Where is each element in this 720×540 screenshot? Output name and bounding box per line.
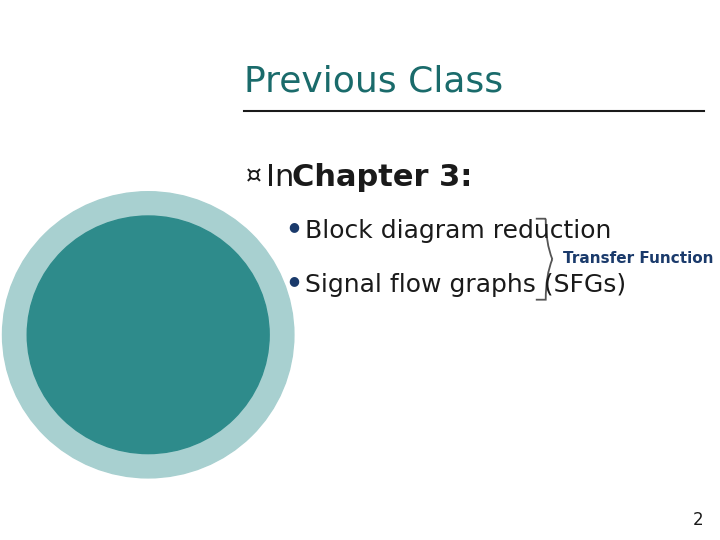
- Text: Signal flow graphs (SFGs): Signal flow graphs (SFGs): [305, 273, 626, 297]
- Text: ●: ●: [289, 220, 300, 233]
- Text: Previous Class: Previous Class: [244, 65, 503, 99]
- Text: In: In: [266, 163, 315, 192]
- Text: 2: 2: [693, 511, 703, 529]
- Text: ●: ●: [289, 274, 300, 287]
- Text: Chapter 3:: Chapter 3:: [292, 163, 472, 192]
- Text: ¤: ¤: [246, 165, 262, 188]
- Circle shape: [2, 192, 294, 478]
- Text: Transfer Function: Transfer Function: [563, 251, 714, 266]
- Circle shape: [27, 216, 269, 454]
- Text: Block diagram reduction: Block diagram reduction: [305, 219, 611, 243]
